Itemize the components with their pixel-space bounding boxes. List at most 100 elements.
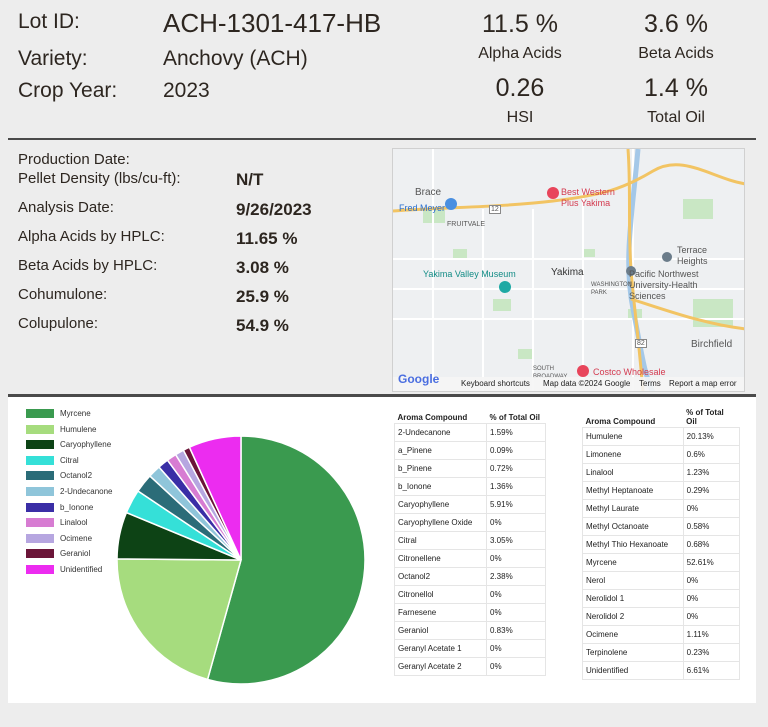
cohumulone-value: 25.9 % [236, 287, 289, 306]
table2-compound-cell: Nerol [582, 570, 684, 590]
table1-header-percent: % of Total Oil [489, 412, 541, 422]
alpha-acids-label: Alpha Acids [478, 45, 562, 62]
analysis-date-value: 9/26/2023 [236, 200, 312, 219]
table2-compound-cell: Methyl Thio Hexanoate [582, 534, 684, 554]
table1-compound-cell: Caryophyllene Oxide [394, 512, 487, 532]
table1-row: Octanol2 2.38% [394, 566, 546, 586]
map-label-yakima: Yakima [551, 267, 584, 278]
table2-row: Terpinolene 0.23% [582, 642, 741, 662]
table1-row: 2-Undecanone 1.59% [394, 422, 546, 442]
pie-slice-myrcene [206, 435, 366, 685]
table2-compound-cell: Methyl Heptanoate [582, 480, 684, 500]
table2-row: Linalool 1.23% [582, 462, 741, 482]
legend-item: Humulene [26, 424, 96, 435]
pie-slice-humulene [116, 558, 242, 681]
legend-swatch [26, 440, 54, 450]
aroma-table-2: Aroma Compound % of Total Oil Humulene 20… [582, 405, 741, 680]
table2-percent-cell: 0% [682, 570, 741, 590]
table1-compound-cell: Geranyl Acetate 2 [394, 656, 487, 676]
table1-percent-cell: 0.72% [486, 458, 546, 478]
aroma-panel: Myrcene Humulene Caryophyllene Citral Octano… [8, 397, 756, 703]
table2-compound-cell: Methyl Laurate [582, 498, 684, 518]
table2-percent-cell: 0.29% [682, 480, 741, 500]
table2-percent-cell: 0.23% [682, 642, 741, 662]
table1-header-compound: Aroma Compound [397, 412, 468, 422]
location-map[interactable]: Brace Fred Meyer FRUITVALE Best Western … [392, 148, 745, 392]
table1-row: b_Ionone 1.36% [394, 476, 546, 496]
table1-compound-cell: Farnesene [394, 602, 487, 622]
table1-row: Geraniol 0.83% [394, 620, 546, 640]
table2-compound-cell: Unidentified [582, 660, 684, 680]
variety-value: Anchovy (ACH) [163, 47, 308, 70]
table2-compound-cell: Myrcene [582, 552, 684, 572]
cohumulone-label: Cohumulone: [18, 286, 108, 303]
table2-row: Nerolidol 2 0% [582, 606, 741, 626]
table1-percent-cell: 0% [486, 548, 546, 568]
table2-row: Methyl Thio Hexanoate 0.68% [582, 534, 741, 554]
table1-row: b_Pinene 0.72% [394, 458, 546, 478]
table2-compound-cell: Methyl Octanoate [582, 516, 684, 536]
table2-row: Methyl Octanoate 0.58% [582, 516, 741, 536]
table1-compound-cell: Caryophyllene [394, 494, 487, 514]
table2-compound-cell: Ocimene [582, 624, 684, 644]
legend-swatch [26, 565, 54, 574]
table1-percent-cell: 0% [486, 656, 546, 676]
map-label-fruitvale: FRUITVALE [447, 221, 485, 228]
google-logo: Google [398, 372, 440, 386]
lot-id-label: Lot ID: [18, 10, 80, 33]
legend-swatch [26, 518, 54, 528]
table2-compound-cell: Nerolidol 2 [582, 606, 684, 626]
lot-id-value: ACH-1301-417-HB [163, 8, 382, 38]
table2-percent-cell: 0% [682, 498, 741, 518]
table1-percent-cell: 1.59% [486, 422, 546, 442]
keyboard-shortcuts-link[interactable]: Keyboard shortcuts [461, 379, 530, 388]
table1-percent-cell: 2.38% [486, 566, 546, 586]
terms-link[interactable]: Terms [639, 379, 661, 388]
crop-year-label: Crop Year: [18, 79, 118, 102]
analysis-date-label: Analysis Date: [18, 199, 114, 216]
alpha-hplc-value: 11.65 % [236, 229, 298, 248]
table2-compound-cell: Terpinolene [582, 642, 684, 662]
map-label-terrace-heights: Terrace Heights [677, 245, 708, 266]
table2-percent-cell: 0% [682, 588, 741, 608]
total-oil-label: Total Oil [647, 109, 705, 126]
table2-percent-cell: 1.11% [682, 624, 741, 644]
table2-row: Methyl Heptanoate 0.29% [582, 480, 741, 500]
table1-compound-cell: Geraniol [394, 620, 487, 640]
table2-row: Myrcene 52.61% [582, 552, 741, 572]
table1-compound-cell: Citral [394, 530, 487, 550]
table2-row: Ocimene 1.11% [582, 624, 741, 644]
table1-compound-cell: Citronellol [394, 584, 487, 604]
table2-compound-cell: Linalool [582, 462, 684, 482]
table1-row: Citronellol 0% [394, 584, 546, 604]
legend-item: Caryophyllene [26, 439, 111, 450]
legend-item: Citral [26, 455, 79, 466]
legend-label: b_Ionone [60, 502, 94, 512]
alpha-acids-value: 11.5 % [482, 10, 558, 38]
legend-item: Linalool [26, 517, 88, 528]
report-map-error-link[interactable]: Report a map error [669, 379, 737, 388]
table1-percent-cell: 0% [486, 638, 546, 658]
table1-row: Citronellene 0% [394, 548, 546, 568]
map-label-birchfield: Birchfield [691, 339, 733, 350]
hsi-label: HSI [506, 109, 534, 126]
pellet-density-label: Pellet Density (lbs/cu-ft): [18, 170, 181, 187]
map-label-pnwu: Pacific Northwest University-Health Scie… [629, 269, 699, 301]
aroma-pie-chart [116, 435, 366, 685]
table1-compound-cell: b_Pinene [394, 458, 487, 478]
beta-hplc-value: 3.08 % [236, 258, 289, 277]
map-label-best-western: Best Western Plus Yakima [561, 187, 615, 208]
legend-item: Octanol2 [26, 470, 92, 481]
map-footer: Google Keyboard shortcuts Map data ©2024… [393, 372, 744, 391]
legend-swatch [26, 424, 54, 434]
map-label-museum: Yakima Valley Museum [423, 269, 516, 279]
route-82-shield: 82 [635, 339, 647, 348]
legend-label: Myrcene [60, 409, 91, 418]
map-data-text: Map data ©2024 Google [543, 379, 631, 388]
legend-label: Linalool [60, 518, 88, 528]
table1-compound-cell: b_Ionone [394, 476, 487, 496]
alpha-hplc-label: Alpha Acids by HPLC: [18, 228, 165, 245]
table2-row: Humulene 20.13% [582, 426, 741, 446]
legend-label: Unidentified [60, 565, 103, 574]
map-divider [8, 394, 756, 397]
